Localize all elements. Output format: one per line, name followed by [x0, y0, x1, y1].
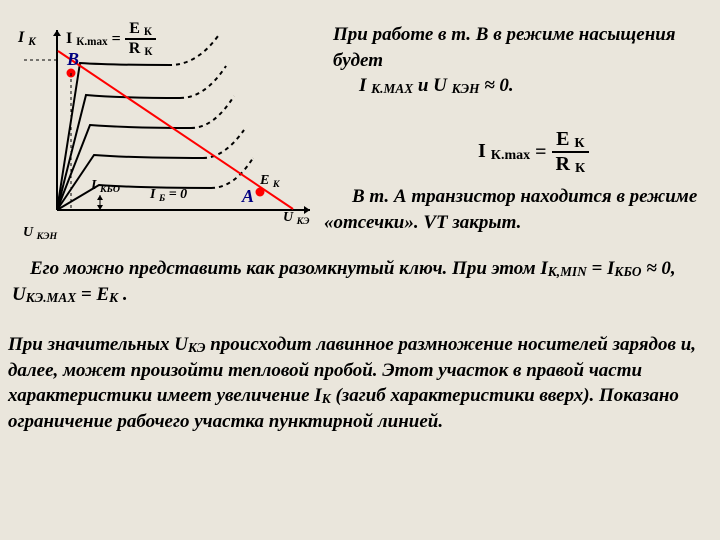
svg-text:E К: E К: [259, 173, 281, 190]
formula-ik-max-small: I К.max = E КR К: [66, 20, 156, 59]
svg-text:I Б = 0: I Б = 0: [149, 187, 187, 204]
line1: При работе в т. В в режиме насыщения буд…: [333, 24, 676, 71]
text-open-switch: Его можно представить как разомкнутый кл…: [12, 256, 708, 307]
text-avalanche-breakdown: При значительных UКЭ происходит лавинное…: [8, 332, 710, 435]
transistor-characteristics-chart: BA I КБОI Б = 0E КU КЭНI КU КЭ: [0, 0, 320, 260]
svg-text:I КБО: I КБО: [90, 178, 120, 195]
text-saturation-mode: При работе в т. В в режиме насыщения буд…: [333, 22, 703, 99]
svg-text:A: A: [241, 186, 254, 206]
formula-ik-max-large: I К.max = E КR К: [478, 128, 589, 177]
svg-text:I К: I К: [17, 29, 37, 48]
svg-text:U КЭН: U КЭН: [23, 225, 58, 242]
text-cutoff-mode: В т. А транзистор находится в режиме «от…: [324, 184, 704, 235]
